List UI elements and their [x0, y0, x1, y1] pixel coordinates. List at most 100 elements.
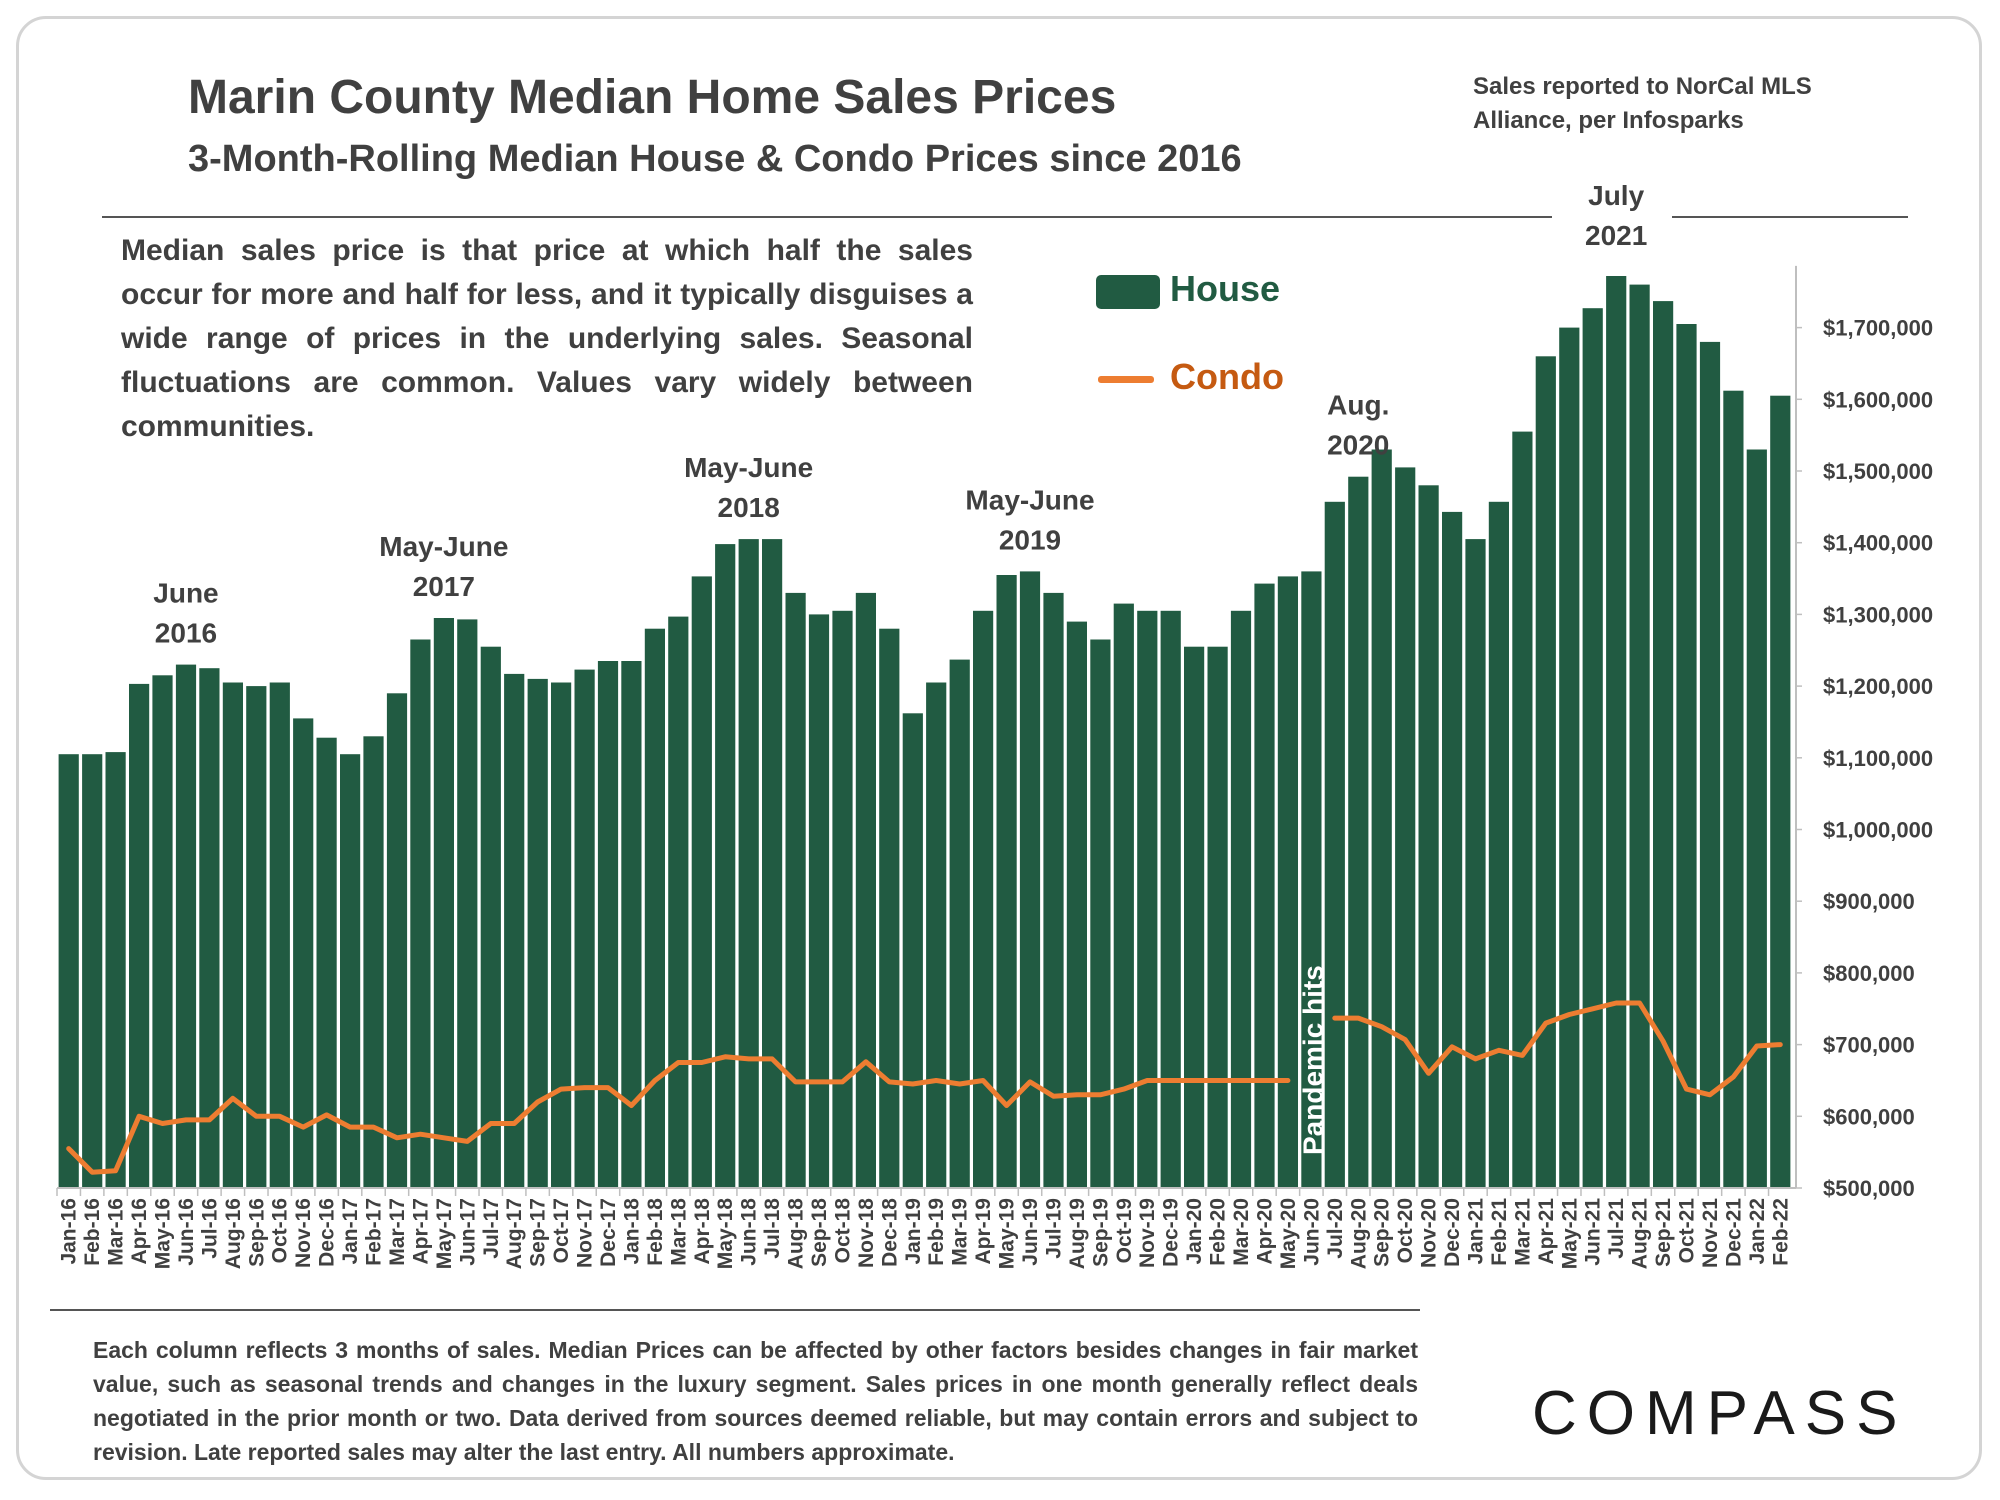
x-tick-label: Oct-20 — [1394, 1198, 1417, 1263]
x-tick-label: Mar-19 — [949, 1198, 972, 1266]
annotation-Jun-19: May-June — [965, 484, 1094, 515]
y-tick-label: $1,300,000 — [1823, 602, 1933, 627]
house-bar-Jun-17 — [457, 619, 478, 1188]
house-bar-Jul-18 — [762, 539, 783, 1188]
house-bar-May-20 — [1277, 576, 1298, 1188]
house-bar-Apr-20 — [1254, 583, 1275, 1188]
house-bar-Dec-20 — [1442, 511, 1463, 1188]
x-tick-label: Jun-16 — [175, 1198, 198, 1266]
house-bar-Oct-18 — [832, 610, 853, 1188]
y-tick-label: $700,000 — [1823, 1033, 1915, 1058]
house-bar-Jul-19 — [1043, 592, 1064, 1188]
house-bar-Feb-19 — [926, 682, 947, 1188]
house-bar-Aug-20 — [1348, 476, 1369, 1188]
x-tick-label: Nov-20 — [1418, 1198, 1441, 1268]
house-bar-Oct-17 — [551, 682, 572, 1188]
x-tick-label: Jul-17 — [480, 1198, 503, 1259]
house-bar-Mar-18 — [668, 616, 689, 1188]
house-bar-Mar-17 — [386, 693, 408, 1188]
house-bar-Jan-22 — [1746, 449, 1767, 1188]
x-tick-label: Jun-19 — [1019, 1198, 1042, 1266]
x-tick-label: Feb-22 — [1769, 1198, 1792, 1266]
house-bar-Sep-20 — [1371, 449, 1392, 1188]
house-bar-May-16 — [152, 675, 173, 1188]
house-bar-Jan-20 — [1184, 646, 1205, 1188]
legend-house-label: House — [1170, 268, 1281, 309]
x-tick-label: Jun-17 — [456, 1198, 479, 1266]
house-bar-Nov-17 — [574, 669, 595, 1188]
x-tick-label: Sep-19 — [1089, 1198, 1112, 1267]
annotation-Jun-16: 2016 — [155, 618, 217, 649]
house-bar-May-18 — [715, 544, 736, 1188]
house-bar-Nov-16 — [293, 718, 314, 1188]
chart-subtitle: 3-Month-Rolling Median House & Condo Pri… — [188, 138, 1242, 180]
house-bar-Jan-16 — [58, 754, 79, 1188]
house-bar-Feb-21 — [1488, 501, 1509, 1188]
condo-line-segment-2 — [1332, 1000, 1783, 1098]
house-bar-Jun-20 — [1301, 571, 1322, 1188]
house-bar-Jun-18 — [738, 539, 759, 1188]
house-bar-Nov-21 — [1699, 341, 1721, 1188]
house-bar-Oct-20 — [1395, 467, 1416, 1188]
x-tick-label: Jun-20 — [1300, 1198, 1323, 1266]
house-bar-Feb-18 — [644, 628, 665, 1188]
annotation-Jun-18: 2018 — [718, 492, 780, 523]
x-tick-label: Dec-20 — [1441, 1198, 1464, 1267]
x-tick-label: Apr-16 — [128, 1198, 151, 1265]
house-bar-Feb-22 — [1770, 395, 1791, 1188]
house-bar-Feb-20 — [1207, 646, 1228, 1188]
x-tick-label: Jan-20 — [1183, 1198, 1206, 1265]
house-bar-Dec-16 — [316, 737, 337, 1188]
house-bar-Oct-19 — [1113, 603, 1134, 1188]
annotation-Aug-20: 2020 — [1327, 430, 1389, 461]
house-bar-Feb-17 — [363, 736, 384, 1188]
x-tick-label: Dec-21 — [1722, 1198, 1745, 1267]
x-tick-label: Feb-17 — [363, 1198, 386, 1266]
house-bar-Sep-17 — [527, 678, 548, 1188]
house-bar-Aug-16 — [222, 682, 243, 1188]
house-bar-Aug-17 — [504, 673, 525, 1188]
x-tick-label: Dec-19 — [1160, 1198, 1183, 1267]
annotation-Jul-21: July — [1588, 180, 1644, 211]
house-bar-Jun-16 — [175, 664, 197, 1188]
house-bar-Sep-16 — [246, 686, 267, 1188]
y-tick-label: $1,000,000 — [1823, 818, 1933, 843]
annotation-Aug-20: Aug. — [1327, 390, 1389, 421]
house-bar-Jan-18 — [621, 661, 642, 1188]
x-tick-label: Jun-21 — [1582, 1198, 1605, 1266]
x-tick-label: Jan-17 — [339, 1198, 362, 1265]
header-rule-right — [1672, 216, 1908, 218]
x-tick-label: Mar-21 — [1511, 1198, 1534, 1266]
footer-note: Each column reflects 3 months of sales. … — [93, 1337, 1418, 1465]
house-bar-Jul-17 — [480, 646, 501, 1188]
house-bar-Oct-16 — [269, 682, 290, 1188]
x-tick-label: Sep-20 — [1371, 1198, 1394, 1267]
y-tick-label: $1,500,000 — [1823, 459, 1933, 484]
x-tick-label: Aug-17 — [503, 1198, 526, 1269]
house-bar-Apr-16 — [129, 683, 150, 1188]
annotation-Jul-21: 2021 — [1585, 220, 1647, 251]
x-tick-label: Nov-21 — [1699, 1198, 1722, 1268]
legend-condo-label: Condo — [1170, 356, 1284, 397]
y-tick-label: $1,600,000 — [1823, 387, 1933, 412]
x-tick-label: Sep-17 — [527, 1198, 550, 1267]
x-tick-label: Apr-17 — [409, 1198, 432, 1265]
x-tick-label: Oct-21 — [1675, 1198, 1698, 1264]
y-tick-label: $1,100,000 — [1823, 746, 1933, 771]
house-bar-Dec-19 — [1160, 610, 1181, 1188]
house-bar-Apr-19 — [973, 610, 994, 1188]
x-tick-label: Jul-18 — [761, 1198, 784, 1259]
house-bar-Mar-21 — [1512, 431, 1533, 1189]
x-tick-label: Jan-22 — [1746, 1198, 1769, 1265]
y-tick-label: $1,700,000 — [1823, 316, 1933, 341]
house-bar-Nov-20 — [1418, 485, 1439, 1188]
x-tick-label: Aug-21 — [1629, 1198, 1652, 1269]
house-bar-Jan-19 — [902, 713, 923, 1188]
x-tick-label: Mar-18 — [667, 1198, 690, 1266]
house-bar-May-19 — [996, 575, 1017, 1188]
house-bar-Jul-16 — [199, 668, 220, 1188]
x-tick-label: Sep-21 — [1652, 1198, 1675, 1267]
house-bar-Nov-18 — [855, 592, 876, 1188]
header-rule-left — [102, 216, 1552, 218]
